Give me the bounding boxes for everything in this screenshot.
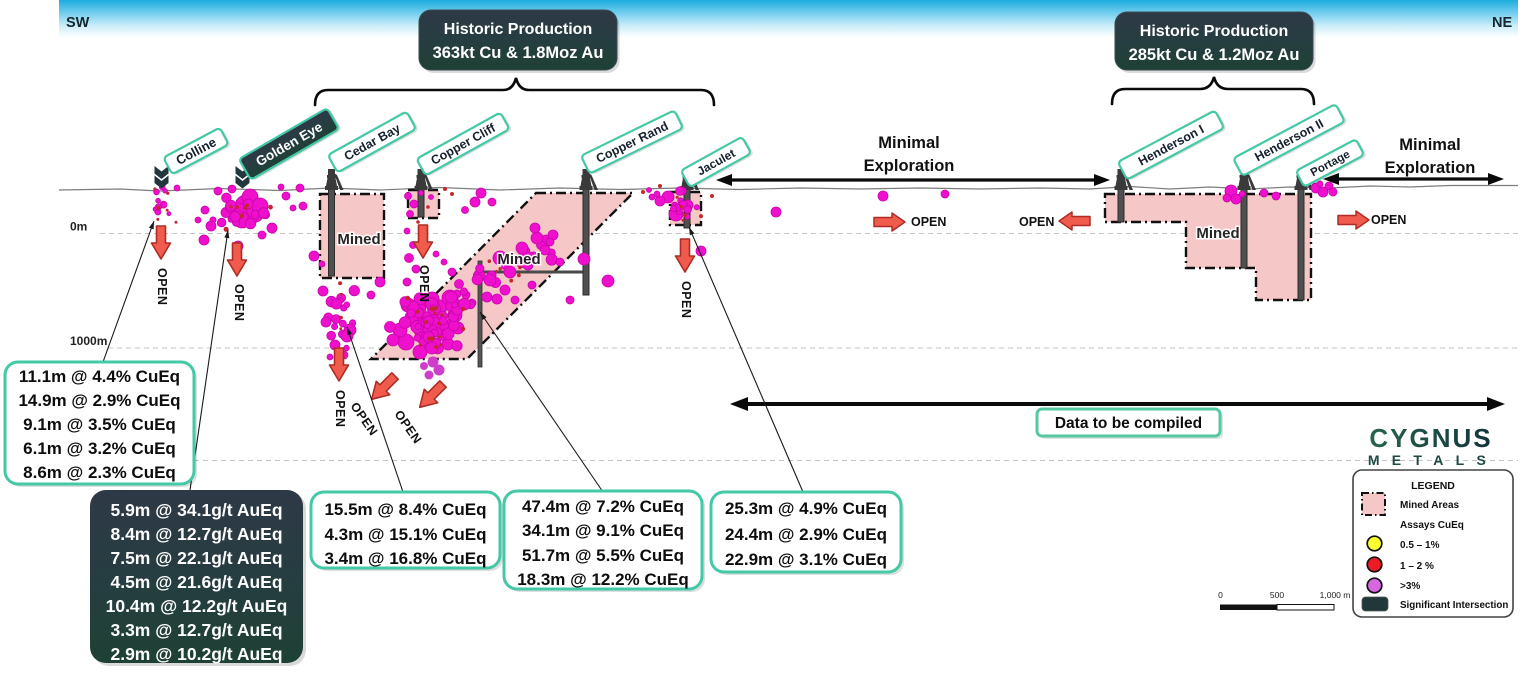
svg-text:7.5m @ 22.1g/t AuEq: 7.5m @ 22.1g/t AuEq: [110, 548, 282, 568]
svg-text:>3%: >3%: [1400, 581, 1420, 592]
svg-text:500: 500: [1270, 590, 1284, 600]
svg-text:51.7m @ 5.5% CuEq: 51.7m @ 5.5% CuEq: [522, 546, 684, 565]
svg-text:3.3m @ 12.7g/t AuEq: 3.3m @ 12.7g/t AuEq: [110, 620, 282, 640]
svg-text:OPEN: OPEN: [155, 268, 169, 305]
svg-text:47.4m @ 7.2% CuEq: 47.4m @ 7.2% CuEq: [522, 497, 684, 516]
svg-text:Historic Production: Historic Production: [444, 21, 592, 38]
svg-text:6.1m @ 3.2% CuEq: 6.1m @ 3.2% CuEq: [23, 439, 176, 458]
svg-text:0.5 – 1%: 0.5 – 1%: [1400, 540, 1440, 551]
svg-text:Significant Intersection: Significant Intersection: [1400, 600, 1508, 611]
svg-text:4.3m @ 15.1% CuEq: 4.3m @ 15.1% CuEq: [324, 525, 486, 544]
svg-text:24.4m @ 2.9% CuEq: 24.4m @ 2.9% CuEq: [725, 525, 887, 544]
svg-text:METALS: METALS: [1368, 452, 1498, 468]
svg-text:Minimal: Minimal: [878, 134, 939, 152]
svg-text:Exploration: Exploration: [864, 157, 955, 175]
svg-text:14.9m @ 2.9% CuEq: 14.9m @ 2.9% CuEq: [18, 391, 180, 410]
svg-text:4.5m @ 21.6g/t AuEq: 4.5m @ 21.6g/t AuEq: [110, 572, 282, 592]
svg-text:1 – 2 %: 1 – 2 %: [1400, 561, 1434, 572]
svg-text:OPEN: OPEN: [1371, 213, 1406, 227]
svg-text:Mined: Mined: [497, 251, 540, 268]
svg-text:34.1m @ 9.1% CuEq: 34.1m @ 9.1% CuEq: [522, 521, 684, 540]
svg-text:LEGEND: LEGEND: [1411, 480, 1455, 492]
svg-text:OPEN: OPEN: [392, 408, 425, 447]
svg-text:Data to be compiled: Data to be compiled: [1055, 415, 1202, 432]
svg-text:1000m: 1000m: [70, 334, 107, 348]
svg-text:OPEN: OPEN: [679, 281, 693, 318]
svg-text:OPEN: OPEN: [417, 265, 431, 302]
svg-text:Mined: Mined: [1196, 225, 1239, 242]
svg-text:22.9m @ 3.1% CuEq: 22.9m @ 3.1% CuEq: [725, 550, 887, 569]
svg-text:10.4m @ 12.2g/t AuEq: 10.4m @ 12.2g/t AuEq: [106, 596, 288, 616]
svg-text:0m: 0m: [70, 220, 87, 234]
svg-text:Exploration: Exploration: [1385, 159, 1476, 177]
svg-text:OPEN: OPEN: [232, 284, 246, 321]
svg-text:OPEN: OPEN: [1019, 215, 1054, 229]
svg-text:Mined: Mined: [337, 231, 380, 248]
svg-text:18.3m @ 12.2% CuEq: 18.3m @ 12.2% CuEq: [517, 570, 689, 589]
svg-text:8.4m @ 12.7g/t AuEq: 8.4m @ 12.7g/t AuEq: [110, 524, 282, 544]
svg-text:Mined Areas: Mined Areas: [1400, 500, 1460, 511]
svg-text:285kt Cu & 1.2Moz Au: 285kt Cu & 1.2Moz Au: [1129, 46, 1300, 64]
svg-text:Historic Production: Historic Production: [1140, 23, 1288, 40]
svg-text:NE: NE: [1492, 15, 1512, 31]
svg-text:5.9m @ 34.1g/t AuEq: 5.9m @ 34.1g/t AuEq: [110, 500, 282, 520]
svg-text:OPEN: OPEN: [348, 400, 381, 439]
svg-text:OPEN: OPEN: [333, 390, 347, 427]
svg-text:SW: SW: [66, 15, 90, 31]
svg-text:15.5m @ 8.4% CuEq: 15.5m @ 8.4% CuEq: [324, 500, 486, 519]
svg-text:3.4m @ 16.8% CuEq: 3.4m @ 16.8% CuEq: [324, 549, 486, 568]
svg-text:Assays CuEq: Assays CuEq: [1400, 520, 1464, 531]
svg-text:Minimal: Minimal: [1399, 136, 1460, 154]
svg-text:11.1m @ 4.4% CuEq: 11.1m @ 4.4% CuEq: [19, 367, 180, 386]
svg-text:9.1m @ 3.5% CuEq: 9.1m @ 3.5% CuEq: [23, 415, 176, 434]
svg-text:0: 0: [1218, 590, 1223, 600]
svg-text:2.9m @ 10.2g/t AuEq: 2.9m @ 10.2g/t AuEq: [110, 644, 282, 664]
svg-text:OPEN: OPEN: [911, 215, 946, 229]
svg-text:Copper Cliff: Copper Cliff: [429, 120, 499, 167]
svg-text:25.3m @ 4.9% CuEq: 25.3m @ 4.9% CuEq: [725, 499, 887, 518]
svg-text:CYGNUS: CYGNUS: [1369, 423, 1492, 453]
svg-text:363kt Cu & 1.8Moz Au: 363kt Cu & 1.8Moz Au: [433, 44, 604, 62]
svg-text:1,000 m: 1,000 m: [1320, 590, 1351, 600]
svg-text:8.6m @ 2.3% CuEq: 8.6m @ 2.3% CuEq: [23, 463, 176, 482]
